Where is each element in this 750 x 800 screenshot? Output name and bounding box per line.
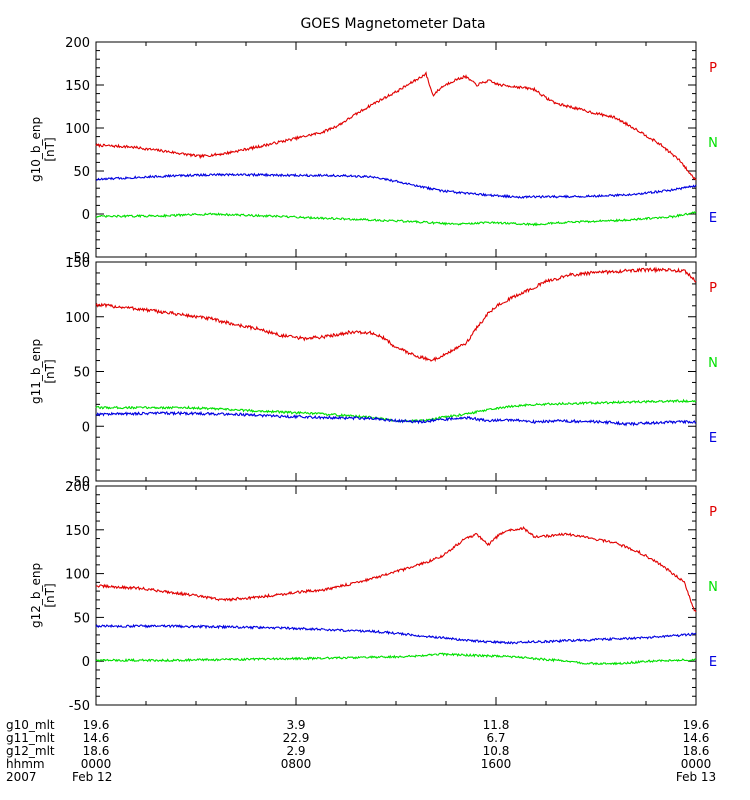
time-row-value: 19.6 [683,718,710,732]
y-tick-label: 150 [65,79,90,94]
time-row-value: 3.9 [286,718,305,732]
y-tick-label: 100 [65,122,90,137]
y-axis-label: g10_b_enp [29,117,43,182]
time-row-value: 0000 [681,757,712,771]
y-tick-label: 0 [82,420,90,435]
legend-e: E [709,431,717,446]
y-axis-unit: [nT] [43,359,57,383]
legend-p: P [709,281,717,296]
series-n-line [95,211,697,227]
time-row-value: 18.6 [683,744,710,758]
panel-2: -50 0 50 100 150 g11_b_enp [nT] P N E [29,256,718,490]
plot-frame [95,485,697,706]
y-axis-label: g11_b_enp [29,339,43,404]
time-row-value: 14.6 [83,731,110,745]
series-n-line [95,652,697,666]
time-row-value: 0000 [81,757,112,771]
y-tick-label: 150 [65,256,90,271]
time-row-label: g10_mlt [6,718,55,732]
series-p-line [95,266,697,363]
time-row-value: 2.9 [286,744,305,758]
chart-title: GOES Magnetometer Data [300,16,485,32]
y-tick-label: 0 [82,208,90,223]
time-row-value: 6.7 [486,731,505,745]
y-tick-label: -50 [69,475,90,490]
y-tick-label: 0 [82,655,90,670]
y-tick-label: 50 [73,611,90,626]
y-tick-label: 100 [65,568,90,583]
time-row-value: Feb 13 [676,770,716,784]
time-row-value: 1600 [481,757,512,771]
legend-n: N [708,356,718,371]
panel-1: -50 0 50 100 150 200 g10_b_enp [nT] P N E [29,36,718,266]
y-tick-label: 200 [65,36,90,51]
y-axis-label: g12_b_enp [29,563,43,628]
y-tick-label: -50 [69,699,90,714]
legend-e: E [709,211,717,226]
y-tick-label: 100 [65,311,90,326]
time-row-value: 0800 [281,757,312,771]
plot-frame [95,41,697,258]
y-tick-label: 50 [73,165,90,180]
legend-p: P [709,61,717,76]
legend-p: P [709,505,717,520]
y-axis-unit: [nT] [43,137,57,161]
series-n-line [95,398,697,423]
series-e-line [95,172,697,199]
time-row-label: g12_mlt [6,744,55,758]
y-tick-label: 200 [65,480,90,495]
legend-e: E [709,655,717,670]
time-row-label: g11_mlt [6,731,55,745]
y-tick-label: 150 [65,524,90,539]
time-row-value: 22.9 [283,731,310,745]
plot-frame [95,261,697,482]
time-row-value: Feb 12 [72,770,112,784]
time-axis-table: g10_mlt 19.6 3.9 11.8 19.6 g11_mlt 14.6 22.9 6.7… [6,718,716,784]
series-e-line [95,410,697,427]
time-row-value: 10.8 [483,744,510,758]
legend-n: N [708,580,718,595]
panel-3: -50 0 50 100 150 200 g12_b_enp [nT] P N E [29,480,718,714]
y-tick-label: 50 [73,366,90,381]
series-p-line [95,71,697,181]
legend-n: N [708,136,718,151]
time-row-value: 18.6 [83,744,110,758]
time-row-label: 2007 [6,770,37,784]
time-row-value: 19.6 [83,718,110,732]
series-p-line [95,526,697,613]
time-row-label: hhmm [6,757,45,771]
y-tick-label: -50 [69,251,90,266]
time-row-value: 11.8 [483,718,510,732]
series-e-line [95,623,697,645]
time-row-value: 14.6 [683,731,710,745]
y-axis-unit: [nT] [43,583,57,607]
